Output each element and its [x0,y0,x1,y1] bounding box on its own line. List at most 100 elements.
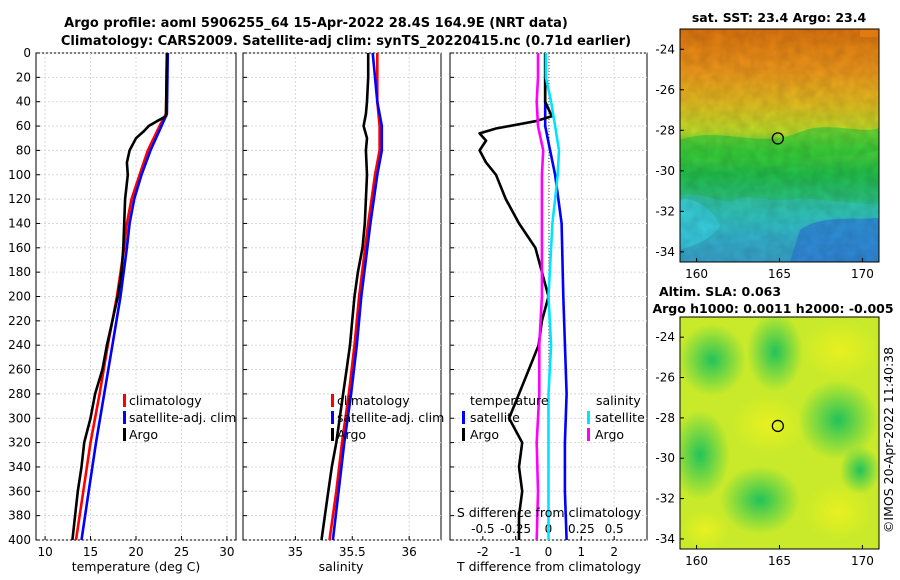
x-tick-label: 30 [219,545,234,559]
sla-lat-ticks: -24 -26 -28 -30 -32 -34 [655,330,684,546]
s-tick-label: 0.5 [605,522,624,536]
lat-tick-label: -28 [655,123,675,137]
t-difference-xlabel: T difference from climatology [456,559,642,574]
sla-blob [798,380,878,460]
series-line [544,53,561,540]
legend-satellite: satellite-adj. clim [337,410,444,425]
x-tick-label: -2 [477,545,489,559]
sla-blob [680,324,746,396]
legend-swatch-satellite [123,411,126,424]
sst-map-title: sat. SST: 23.4 Argo: 23.4 [692,10,867,25]
sla-field [680,317,879,549]
legend-swatch-t-argo [462,428,465,441]
sla-blob [720,466,800,534]
s-tick-label: -0.25 [500,522,531,536]
salinity-panel: 35 35.5 36 salinity climatology satellite-… [242,52,444,574]
y-tick-label: 40 [16,95,31,109]
imos-credit: ©IMOS 20-Apr-2022 11:40:38 [881,347,896,533]
x-tick-label: 1 [578,545,586,559]
argo-position-marker [771,419,784,433]
t-difference-ticks: -2 -1 0 1 2 [477,545,618,559]
sst-lon-ticks: 160 165 170 [685,258,874,281]
x-tick-label: 36 [401,545,416,559]
difference-panel: -2 -1 0 1 2 -0.5 -0.25 0 0.25 0.5 T difference f… [449,52,648,574]
sla-map: Altim. SLA: 0.063 Argo h1000: 0.0011 h20… [652,284,893,568]
series-line [74,52,169,541]
series-line [71,52,169,541]
lat-tick-label: -30 [655,164,675,178]
legend-argo: Argo [129,427,158,442]
y-tick-label: 280 [8,387,31,401]
sst-top-band [860,29,879,37]
legend-swatch-satellite [331,411,334,424]
legend-satellite: satellite-adj. clim [129,410,236,425]
x-tick-label: 0 [545,545,553,559]
legend-s-satellite: satellite [595,410,645,425]
legend-climatology: climatology [129,393,202,408]
x-tick-label: 2 [610,545,618,559]
temperature-panel: 0 20 40 60 80 100 120 140 160 180 200 220 240 260 280 3… [8,46,237,574]
y-tick-label: 240 [8,338,31,352]
temperature-legend: climatology satellite-adj. clim Argo [123,393,236,442]
y-tick-label: 140 [8,216,31,230]
legend-salinity-title: salinity [596,393,641,408]
legend-s-argo: Argo [595,427,624,442]
legend-t-argo: Argo [470,427,499,442]
lat-tick-label: -26 [655,83,675,97]
sst-field [680,29,879,262]
depth-ticks: 0 20 40 60 80 100 120 140 160 180 200 220 240 260 280 3… [8,46,31,547]
figure-title-line2: Climatology: CARS2009. Satellite-adj cli… [61,34,631,49]
salinity-grid [243,52,441,541]
difference-legend: temperature satellite Argo salinity sate… [462,393,645,442]
lon-tick-label: 165 [768,267,791,281]
difference-series [478,53,568,541]
temperature-ticks: 10 15 20 25 30 [37,545,234,559]
y-tick-label: 60 [16,119,31,133]
y-tick-label: 180 [8,265,31,279]
y-tick-label: 200 [8,290,31,304]
temperature-series [71,52,170,541]
y-tick-label: 100 [8,168,31,182]
y-tick-label: 220 [8,314,31,328]
sla-blob [680,510,730,549]
sla-blob [730,395,806,455]
temperature-grid [36,52,236,541]
sla-map-title: Altim. SLA: 0.063 [659,284,781,299]
lat-tick-label: -32 [655,492,675,506]
y-tick-label: 0 [23,46,31,60]
legend-swatch-argo [331,428,334,441]
lat-tick-label: -34 [655,245,675,259]
lat-tick-label: -26 [655,371,675,385]
sst-argo-marker [771,132,784,145]
y-tick-label: 260 [8,363,31,377]
y-tick-label: 400 [8,533,31,547]
salinity-series [320,52,384,541]
y-tick-label: 340 [8,460,31,474]
x-tick-label: 35 [288,545,303,559]
legend-swatch-s-argo [587,428,590,441]
x-tick-label: 10 [37,545,52,559]
legend-climatology: climatology [337,393,410,408]
sla-argo-marker [771,419,784,433]
series-line [478,53,554,540]
legend-swatch-climatology [331,394,334,407]
x-tick-label: 25 [174,545,189,559]
lat-tick-label: -32 [655,204,675,218]
lat-tick-label: -24 [655,330,675,344]
sla-blob [803,482,873,542]
sla-map-subtitle: Argo h1000: 0.0011 h2000: -0.005 [652,301,893,316]
lat-tick-label: -34 [655,532,675,546]
series-line [535,53,545,541]
y-tick-label: 380 [8,509,31,523]
sla-blob [800,320,879,380]
y-tick-label: 20 [16,70,31,84]
lat-tick-label: -28 [655,411,675,425]
legend-swatch-s-satellite [587,411,590,424]
lon-tick-label: 160 [685,554,708,568]
argo-position-marker [771,132,784,145]
y-tick-label: 120 [8,192,31,206]
series-line [320,53,370,541]
legend-swatch-t-satellite [462,411,465,424]
legend-argo: Argo [337,427,366,442]
